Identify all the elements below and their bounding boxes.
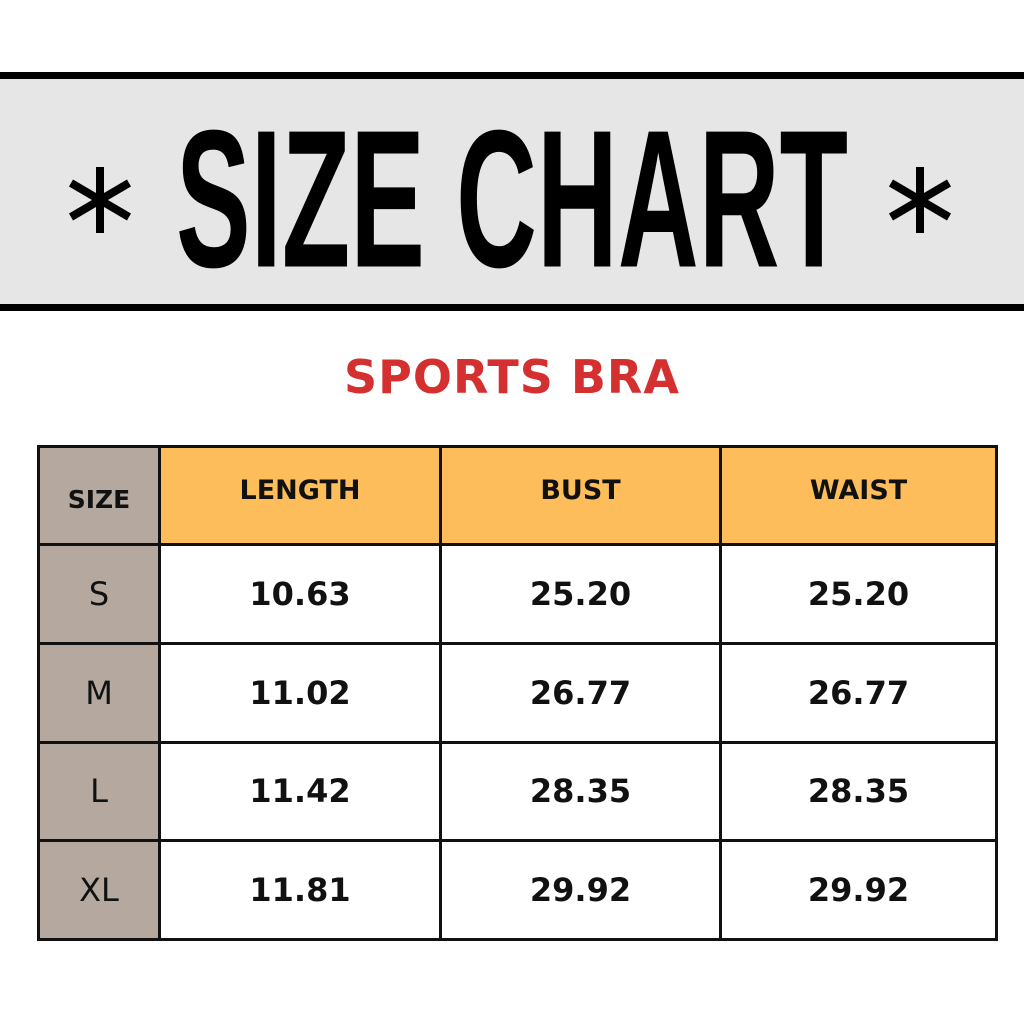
- asterisk-icon: [888, 167, 952, 233]
- size-cell: S: [37, 543, 161, 645]
- column-header: SIZE: [37, 445, 161, 546]
- waist-cell: 28.35: [719, 740, 998, 843]
- page-title-text: SIZE CHART: [176, 90, 848, 309]
- size-cell: M: [37, 641, 161, 744]
- length-cell: 11.81: [158, 839, 442, 941]
- column-header: LENGTH: [158, 445, 442, 546]
- waist-cell: 29.92: [719, 839, 998, 941]
- table-row: M 11.02 26.77 26.77: [37, 641, 998, 744]
- length-cell: 11.02: [158, 641, 442, 744]
- size-cell: L: [37, 740, 161, 843]
- waist-cell: 25.20: [719, 543, 998, 645]
- page-title: SIZE CHART: [0, 79, 1024, 304]
- title-banner: SIZE CHART: [0, 72, 1024, 311]
- bust-cell: 25.20: [439, 543, 722, 645]
- column-header: WAIST: [719, 445, 998, 546]
- bust-cell: 29.92: [439, 839, 722, 941]
- length-cell: 10.63: [158, 543, 442, 645]
- waist-cell: 26.77: [719, 641, 998, 744]
- table-row: XL 11.81 29.92 29.92: [37, 839, 998, 941]
- size-table: SIZE LENGTH BUST WAIST S 10.63 25.20 25.…: [37, 445, 998, 941]
- table-row: L 11.42 28.35 28.35: [37, 740, 998, 843]
- length-cell: 11.42: [158, 740, 442, 843]
- column-header: BUST: [439, 445, 722, 546]
- asterisk-icon: [68, 167, 132, 233]
- bust-cell: 26.77: [439, 641, 722, 744]
- table-row: S 10.63 25.20 25.20: [37, 543, 998, 645]
- table-header-row: SIZE LENGTH BUST WAIST: [37, 445, 998, 546]
- product-subtitle: SPORTS BRA: [344, 350, 680, 404]
- bust-cell: 28.35: [439, 740, 722, 843]
- size-cell: XL: [37, 839, 161, 941]
